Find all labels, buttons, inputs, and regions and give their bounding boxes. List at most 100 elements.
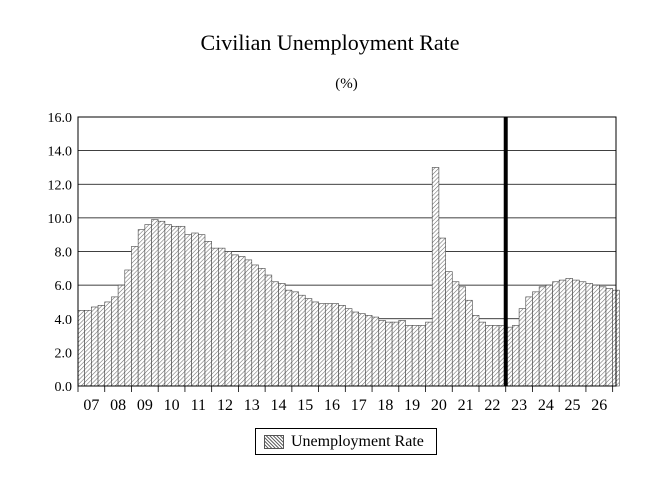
bar bbox=[111, 296, 119, 387]
bar bbox=[578, 281, 587, 387]
y-tick-label: 12.0 bbox=[48, 178, 73, 193]
bar bbox=[345, 308, 353, 387]
bar bbox=[238, 256, 246, 387]
x-tick-label: 15 bbox=[297, 397, 313, 414]
bar bbox=[157, 220, 166, 387]
legend-swatch bbox=[264, 434, 284, 449]
y-tick-label: 2.0 bbox=[55, 346, 73, 361]
bar-series bbox=[77, 167, 620, 387]
x-tick-label: 21 bbox=[458, 397, 474, 414]
bar bbox=[518, 308, 527, 387]
bar bbox=[251, 264, 259, 387]
y-tick-label: 0.0 bbox=[55, 380, 73, 395]
y-tick-label: 4.0 bbox=[55, 313, 73, 328]
x-tick-label: 13 bbox=[244, 397, 260, 414]
bar bbox=[331, 303, 339, 387]
x-tick-label: 25 bbox=[565, 397, 581, 414]
bar bbox=[351, 311, 359, 387]
bar bbox=[538, 286, 547, 387]
y-tick-label: 14.0 bbox=[48, 145, 73, 160]
bar bbox=[365, 315, 373, 387]
bar bbox=[164, 224, 172, 387]
bar bbox=[84, 310, 92, 387]
x-tick-label: 07 bbox=[83, 397, 99, 414]
bar bbox=[398, 320, 406, 387]
bar bbox=[231, 254, 239, 387]
x-tick-label: 10 bbox=[164, 397, 180, 414]
bar bbox=[304, 298, 313, 387]
bar bbox=[318, 303, 326, 387]
bar bbox=[324, 303, 333, 387]
bar bbox=[358, 313, 366, 387]
bar bbox=[197, 234, 206, 387]
bar bbox=[592, 284, 600, 387]
bar bbox=[451, 281, 460, 387]
bar bbox=[411, 325, 420, 387]
x-axis-tick-labels: 07 08 09 10 11 12 13 14 15 16 17 18 19 20 21 22 23 24 25 26 bbox=[83, 397, 607, 414]
bar bbox=[485, 325, 493, 387]
chart-title: Civilian Unemployment Rate bbox=[200, 30, 460, 55]
bar bbox=[104, 301, 112, 387]
bar bbox=[291, 291, 299, 387]
bar bbox=[445, 271, 453, 387]
bar bbox=[97, 304, 106, 387]
bar bbox=[458, 286, 466, 387]
bar bbox=[431, 167, 440, 387]
bar bbox=[465, 299, 473, 387]
x-tick-label: 16 bbox=[324, 397, 340, 414]
bar bbox=[371, 316, 380, 387]
bar bbox=[191, 232, 199, 387]
bar bbox=[572, 279, 580, 387]
bar bbox=[532, 291, 540, 387]
x-axis-ticks bbox=[77, 386, 614, 392]
bar bbox=[137, 229, 146, 387]
x-tick-label: 24 bbox=[538, 397, 554, 414]
bar bbox=[218, 247, 226, 387]
x-tick-label: 17 bbox=[351, 397, 367, 414]
bar bbox=[418, 325, 426, 387]
bar bbox=[131, 246, 139, 387]
bar bbox=[378, 320, 386, 387]
x-tick-label: 19 bbox=[404, 397, 420, 414]
bar bbox=[552, 281, 560, 387]
bar bbox=[91, 306, 99, 387]
y-tick-label: 16.0 bbox=[48, 111, 73, 126]
legend: Unemployment Rate bbox=[255, 428, 437, 455]
bar bbox=[264, 274, 273, 387]
x-tick-label: 08 bbox=[110, 397, 126, 414]
y-tick-label: 10.0 bbox=[48, 212, 73, 227]
bar bbox=[311, 301, 319, 387]
bar bbox=[565, 278, 573, 387]
bar bbox=[117, 284, 126, 387]
x-tick-label: 23 bbox=[511, 397, 527, 414]
bar bbox=[425, 321, 433, 387]
bar bbox=[211, 247, 219, 387]
legend-label: Unemployment Rate bbox=[291, 432, 424, 450]
y-tick-label: 6.0 bbox=[55, 279, 73, 294]
y-tick-label: 8.0 bbox=[55, 246, 73, 261]
bar bbox=[244, 259, 253, 387]
bar bbox=[545, 284, 553, 387]
bar bbox=[224, 251, 233, 387]
x-tick-label: 11 bbox=[191, 397, 206, 414]
bar bbox=[438, 237, 446, 387]
y-axis-tick-labels: 0.0 2.0 4.0 6.0 8.0 10.0 12.0 14.0 16.0 bbox=[48, 111, 73, 395]
x-tick-label: 14 bbox=[270, 397, 286, 414]
bar bbox=[405, 325, 413, 387]
bar bbox=[124, 269, 132, 387]
bar bbox=[338, 304, 346, 387]
plot-frame bbox=[77, 116, 617, 387]
x-tick-label: 09 bbox=[137, 397, 153, 414]
bar bbox=[284, 289, 293, 387]
bar bbox=[478, 321, 486, 387]
bar bbox=[472, 315, 480, 387]
bar bbox=[492, 325, 500, 387]
bar bbox=[605, 288, 613, 387]
bar bbox=[585, 283, 593, 387]
bar bbox=[271, 281, 279, 387]
bar bbox=[258, 268, 266, 387]
bar bbox=[598, 286, 607, 387]
bar bbox=[151, 219, 159, 387]
chart-subtitle: (%) bbox=[335, 76, 358, 92]
